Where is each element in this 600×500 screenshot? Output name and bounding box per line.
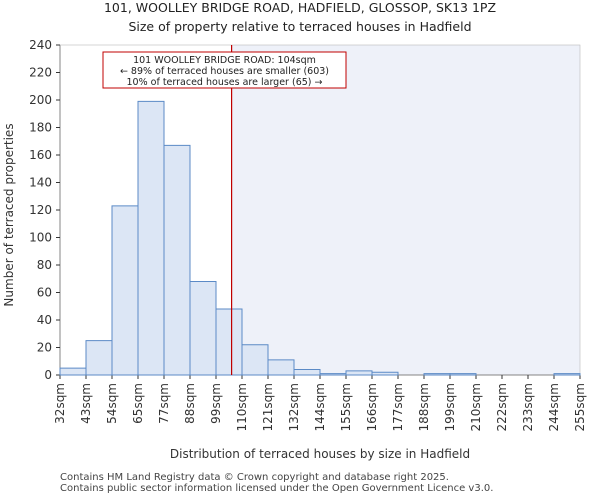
x-tick-label: 144sqm xyxy=(313,383,327,431)
y-tick-label: 220 xyxy=(29,66,52,80)
chart-subtitle: Size of property relative to terraced ho… xyxy=(128,19,472,34)
annotation-box xyxy=(102,51,347,89)
annotation-line: 101 WOOLLEY BRIDGE ROAD: 104sqm xyxy=(133,55,316,66)
x-tick-label: 99sqm xyxy=(209,383,223,424)
bars xyxy=(59,100,581,376)
labels: 0 20 40 60 80 100 120 140 160 180 200 220 240 32sqm 43… xyxy=(29,38,587,431)
histogram-bar xyxy=(293,369,321,376)
shade-layer xyxy=(231,45,580,375)
y-tick-label: 240 xyxy=(29,38,52,52)
histogram-bar xyxy=(215,308,243,376)
x-axis-label: Distribution of terraced houses by size … xyxy=(170,447,470,461)
y-tick-label: 20 xyxy=(37,341,52,355)
histogram-bar xyxy=(553,373,581,376)
x-tick-label: 77sqm xyxy=(157,383,171,424)
histogram-bar xyxy=(423,373,451,376)
y-tick-label: 120 xyxy=(29,203,52,217)
x-tick-label: 43sqm xyxy=(79,383,93,424)
footer-line-2: Contains public sector information licen… xyxy=(60,483,494,494)
histogram-bar xyxy=(267,359,295,376)
x-tick-label: 65sqm xyxy=(131,383,145,424)
histogram-bar xyxy=(345,370,373,376)
x-tick-label: 255sqm xyxy=(573,383,587,431)
y-tick-label: 140 xyxy=(29,176,52,190)
annotation-line: 10% of terraced houses are larger (65) → xyxy=(127,77,323,88)
y-tick-label: 80 xyxy=(37,258,52,272)
histogram-bar xyxy=(319,373,347,376)
chart-title: 101, WOOLLEY BRIDGE ROAD, HADFIELD, GLOS… xyxy=(103,0,497,15)
histogram-bar xyxy=(85,340,113,376)
y-tick-label: 40 xyxy=(37,313,52,327)
x-tick-label: 177sqm xyxy=(391,383,405,431)
x-tick-label: 166sqm xyxy=(365,383,379,431)
histogram-bar xyxy=(371,371,399,376)
footer-line-1: Contains HM Land Registry data © Crown c… xyxy=(60,472,449,483)
histogram-bar xyxy=(449,373,477,376)
x-tick-label: 222sqm xyxy=(495,383,509,431)
y-tick-label: 200 xyxy=(29,93,52,107)
y-tick-label: 0 xyxy=(44,368,52,382)
x-tick-label: 110sqm xyxy=(235,383,249,431)
annotation-line: ← 89% of terraced houses are smaller (60… xyxy=(120,66,329,77)
x-tick-label: 210sqm xyxy=(469,383,483,431)
x-tick-label: 155sqm xyxy=(339,383,353,431)
y-axis-label: Number of terraced properties xyxy=(2,123,16,306)
x-tick-label: 132sqm xyxy=(287,383,301,431)
x-tick-label: 233sqm xyxy=(521,383,535,431)
y-tick-label: 60 xyxy=(37,286,52,300)
y-tick-label: 180 xyxy=(29,121,52,135)
y-tick-label: 100 xyxy=(29,231,52,245)
histogram-bar xyxy=(189,281,217,376)
marker-layer: 101 WOOLLEY BRIDGE ROAD: 104sqm← 89% of … xyxy=(102,45,347,375)
histogram-bar xyxy=(137,100,165,376)
histogram-bar xyxy=(59,367,87,376)
histogram-bar xyxy=(111,205,139,376)
histogram-bar xyxy=(163,144,191,376)
x-tick-label: 88sqm xyxy=(183,383,197,424)
x-tick-label: 32sqm xyxy=(53,383,67,424)
x-tick-label: 54sqm xyxy=(105,383,119,424)
x-tick-label: 188sqm xyxy=(417,383,431,431)
larger-region-shade xyxy=(231,45,580,375)
x-tick-label: 199sqm xyxy=(443,383,457,431)
histogram-bar xyxy=(241,344,269,376)
y-tick-label: 160 xyxy=(29,148,52,162)
x-tick-label: 244sqm xyxy=(547,383,561,431)
x-tick-label: 121sqm xyxy=(261,383,275,431)
